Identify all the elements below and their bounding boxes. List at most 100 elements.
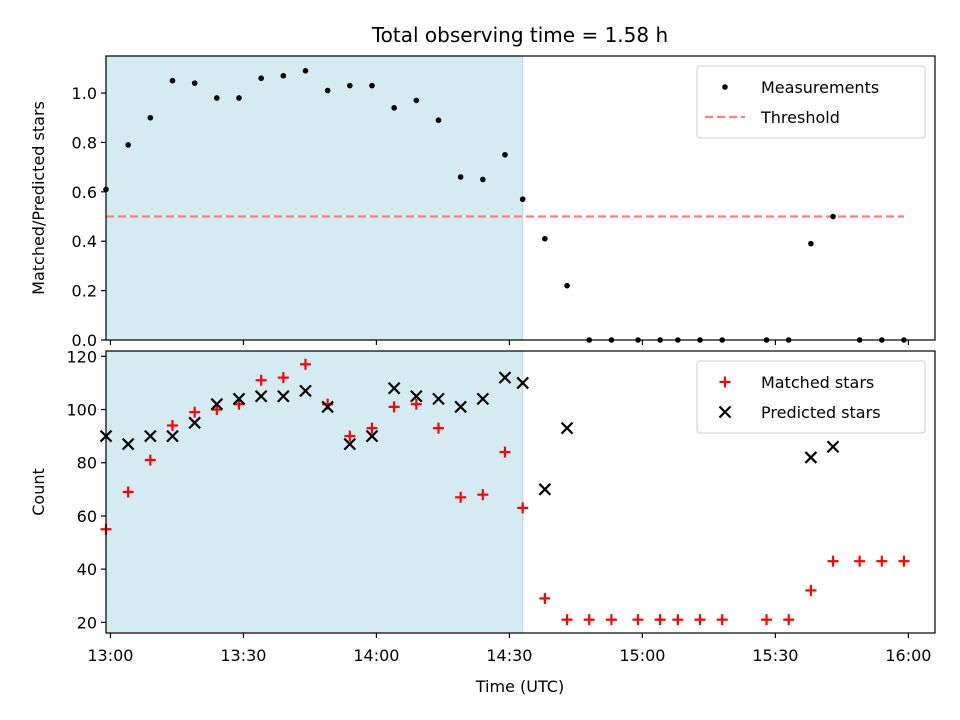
y-tick-label: 40: [77, 560, 97, 579]
data-point: [716, 614, 728, 626]
x-tick-label: 15:00: [619, 646, 665, 665]
y-tick-label: 0.6: [72, 183, 97, 202]
data-point: [210, 397, 224, 411]
data-point: [391, 105, 397, 111]
data-point: [805, 584, 817, 596]
x-axis-label: Time (UTC): [475, 677, 564, 696]
data-point: [560, 421, 574, 435]
y-tick-label: 0.0: [72, 331, 97, 350]
data-point: [804, 451, 818, 464]
data-point: [410, 398, 422, 410]
data-point: [387, 381, 401, 395]
data-point: [605, 614, 617, 626]
data-point: [122, 486, 134, 498]
data-point: [413, 97, 420, 104]
data-point: [299, 358, 311, 370]
data-point: [277, 389, 290, 403]
data-point: [236, 95, 242, 101]
data-point: [502, 151, 508, 158]
data-point: [564, 282, 570, 289]
x-tick-label: 14:30: [486, 646, 532, 665]
data-point: [214, 95, 220, 101]
data-point: [166, 429, 179, 443]
data-point: [455, 491, 467, 503]
x-tick-label: 14:00: [353, 646, 399, 665]
data-point: [169, 77, 176, 84]
legend-label: Measurements: [761, 78, 879, 97]
data-point: [432, 392, 445, 406]
series-predicted-stars: [99, 371, 840, 496]
data-point: [277, 372, 289, 384]
data-point: [321, 400, 334, 414]
data-point: [365, 429, 379, 443]
legend-swatch: [722, 84, 728, 90]
data-point: [302, 68, 309, 74]
data-point: [876, 555, 888, 567]
legend-swatch: [719, 376, 731, 388]
observing-window-shade: [105, 350, 524, 634]
data-point: [344, 430, 356, 442]
data-point: [144, 454, 156, 466]
data-point: [480, 176, 486, 183]
chart-title: Total observing time = 1.58 h: [371, 23, 668, 47]
data-point: [654, 614, 666, 626]
data-point: [808, 240, 814, 247]
data-point: [898, 555, 910, 567]
y-tick-label: 120: [66, 347, 97, 366]
data-point: [144, 429, 157, 443]
data-point: [299, 384, 312, 398]
y-tick-label: 0.4: [72, 232, 97, 251]
legend-label: Matched stars: [761, 373, 874, 392]
data-point: [343, 437, 357, 451]
x-tick-label: 13:00: [87, 646, 133, 665]
legend-label: Predicted stars: [761, 403, 881, 422]
data-point: [498, 371, 512, 384]
data-point: [211, 404, 223, 416]
data-point: [233, 398, 245, 410]
legend-swatch: [718, 405, 732, 419]
data-point: [347, 82, 353, 89]
data-point: [826, 440, 840, 454]
y-tick-label: 0.2: [72, 282, 97, 301]
y-axis-label: Matched/Predicted stars: [29, 101, 48, 295]
data-point: [166, 419, 178, 431]
data-point: [694, 614, 706, 626]
data-point: [125, 142, 131, 148]
data-point: [783, 614, 795, 626]
data-point: [499, 446, 511, 458]
data-point: [854, 555, 866, 567]
data-point: [366, 422, 378, 434]
data-point: [457, 174, 464, 180]
y-tick-label: 0.8: [72, 133, 97, 152]
data-point: [827, 555, 839, 567]
data-point: [388, 401, 400, 413]
data-point: [538, 483, 552, 496]
data-point: [517, 502, 529, 514]
data-point: [258, 75, 264, 82]
panel-bottom: 20 40 60 80 100 120 13:00 13:30 14:00 14:30 15:00 1…: [29, 347, 936, 665]
data-point: [542, 235, 548, 242]
data-point: [147, 114, 154, 121]
data-point: [632, 614, 644, 626]
data-point: [477, 489, 489, 501]
x-tick-label: 16:00: [885, 646, 931, 665]
y-axis-label: Count: [29, 468, 48, 516]
data-point: [539, 592, 551, 604]
data-point: [435, 117, 442, 124]
data-point: [519, 196, 526, 203]
x-tick-label: 13:30: [220, 646, 266, 665]
data-point: [254, 389, 268, 403]
data-point: [189, 406, 201, 418]
data-point: [516, 376, 529, 390]
data-point: [410, 389, 423, 403]
data-point: [121, 437, 135, 451]
data-point: [188, 416, 201, 430]
data-point: [761, 614, 773, 626]
x-tick-label: 15:30: [752, 646, 798, 665]
data-point: [583, 614, 595, 626]
legend: Measurements Threshold: [696, 65, 926, 139]
y-tick-label: 60: [77, 507, 97, 526]
legend-label: Threshold: [760, 108, 840, 127]
data-point: [324, 87, 331, 94]
